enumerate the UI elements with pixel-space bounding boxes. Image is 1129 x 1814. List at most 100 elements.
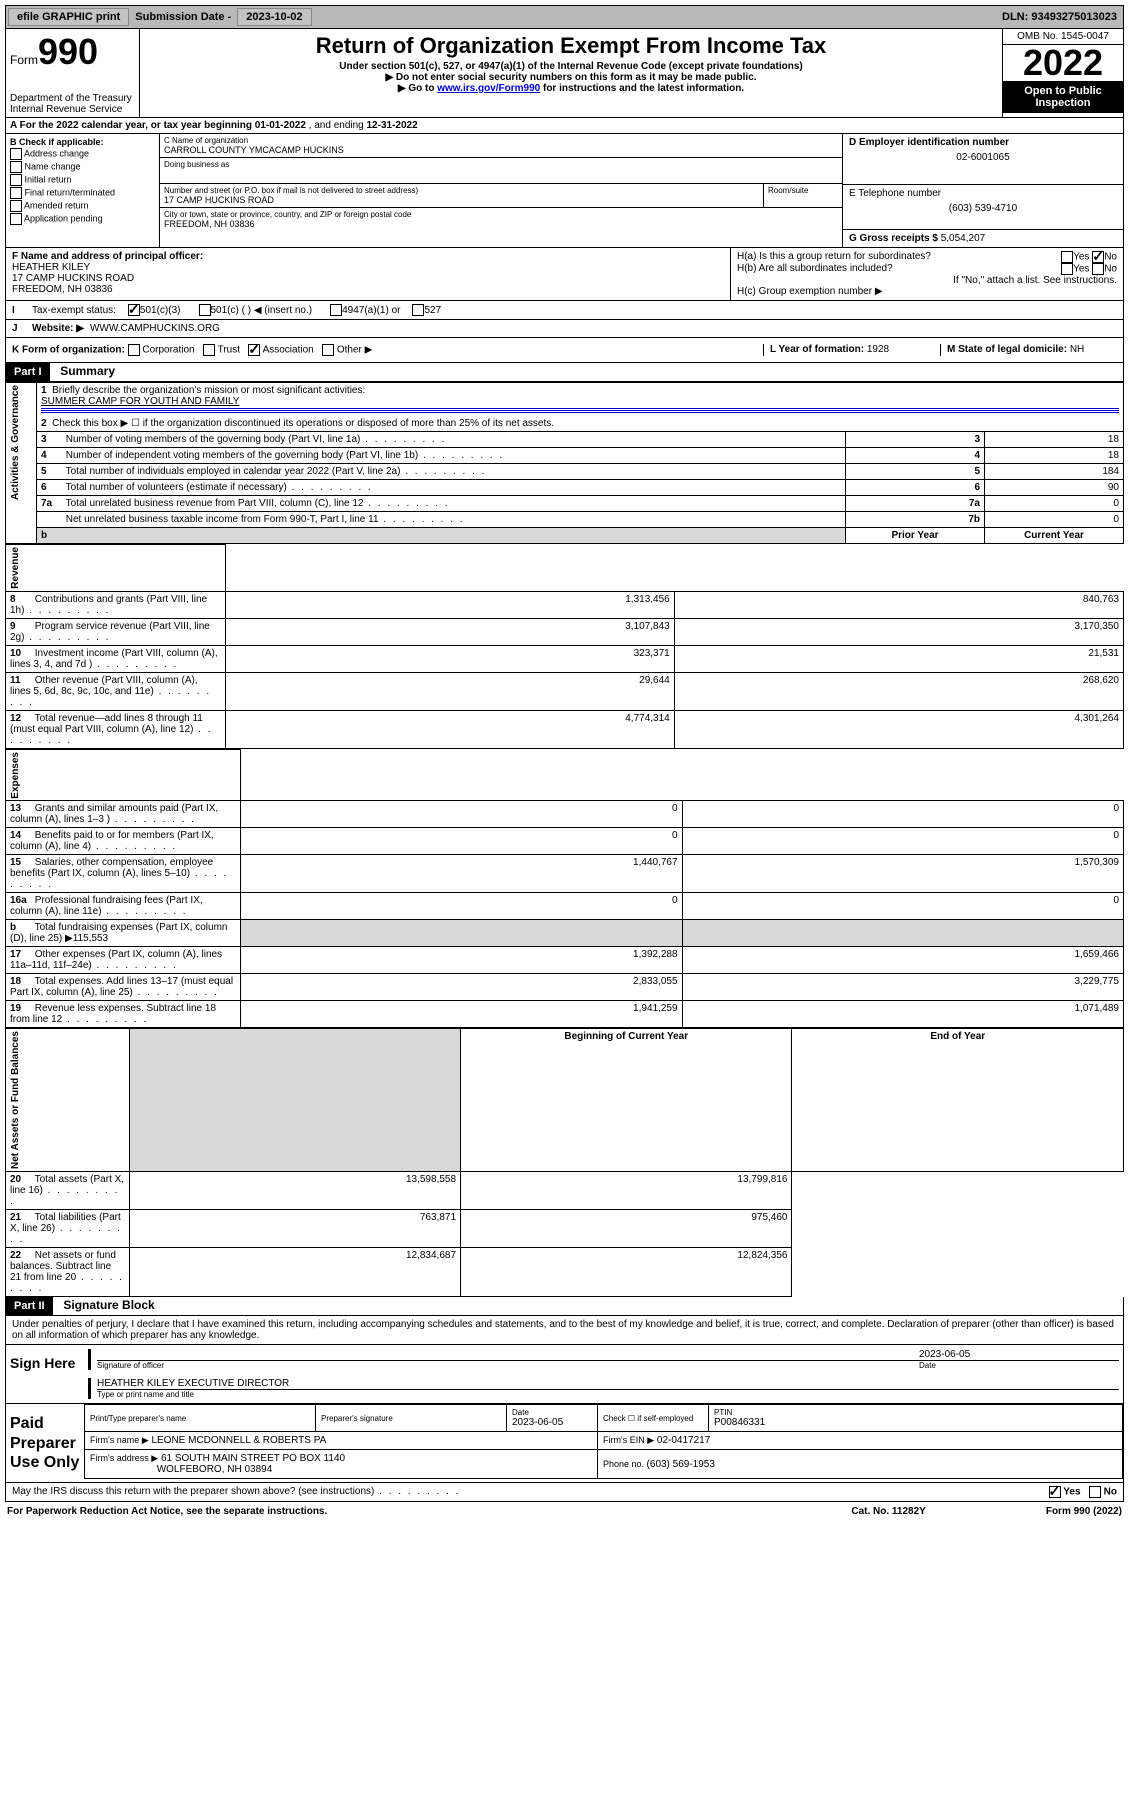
gov-line-3: 3 Number of voting members of the govern… — [6, 432, 1124, 448]
discuss-yes: Yes — [1063, 1487, 1080, 1498]
header-right: OMB No. 1545-0047 2022 Open to Public In… — [1002, 29, 1123, 117]
prep-date: 2023-06-05 — [512, 1417, 563, 1428]
footer-right: Form 990 (2022) — [1046, 1506, 1122, 1517]
i-501c: 501(c) ( ) ◀ (insert no.) — [211, 305, 313, 316]
col-c: C Name of organization CARROLL COUNTY YM… — [160, 134, 842, 247]
i-4947-check[interactable] — [330, 304, 342, 316]
sub3-pre: ▶ Go to — [398, 83, 437, 94]
prep-phone-label: Phone no. — [603, 1459, 647, 1469]
form-number: Form990 — [10, 31, 135, 73]
b-name-change[interactable]: Name change — [10, 161, 155, 173]
ha-label: H(a) Is this a group return for subordin… — [737, 251, 931, 263]
header-left: Form990 Department of the Treasury Inter… — [6, 29, 140, 117]
k-trust-check[interactable] — [203, 344, 215, 356]
firm-addr1: 61 SOUTH MAIN STREET PO BOX 1140 — [161, 1453, 345, 1464]
i-527: 527 — [424, 305, 441, 316]
revenue-table: Revenue 8 Contributions and grants (Part… — [5, 544, 1124, 749]
form-title: Return of Organization Exempt From Incom… — [146, 33, 996, 59]
prep-phone: (603) 569-1953 — [647, 1459, 715, 1470]
net-label: Net Assets or Fund Balances — [10, 1031, 21, 1169]
firm-addr2: WOLFEBORO, NH 03894 — [157, 1464, 273, 1475]
g-label: G Gross receipts $ — [849, 233, 941, 244]
b-item-5: Application pending — [24, 213, 103, 223]
discuss-answer: Yes No — [1049, 1486, 1118, 1498]
b-item-2: Initial return — [25, 174, 72, 184]
topbar: efile GRAPHIC print Submission Date - 20… — [5, 5, 1124, 29]
ptin-value: P00846331 — [714, 1417, 765, 1428]
i-527-check[interactable] — [412, 304, 424, 316]
vlabel-net: Net Assets or Fund Balances — [6, 1029, 130, 1172]
prep-sig-label: Preparer's signature — [321, 1414, 501, 1423]
exp-line-14: 14 Benefits paid to or for members (Part… — [6, 828, 1124, 855]
ha-yes: Yes — [1073, 252, 1089, 263]
e-label: E Telephone number — [849, 188, 941, 199]
part2-title: Signature Block — [55, 1298, 154, 1312]
gov-line-5: 5 Total number of individuals employed i… — [6, 464, 1124, 480]
hb-note: If "No," attach a list. See instructions… — [737, 275, 1117, 286]
phone-value: (603) 539-4710 — [849, 199, 1117, 214]
check-self: Check ☐ if self-employed — [598, 1405, 709, 1432]
gov-line-7a: 7a Total unrelated business revenue from… — [6, 496, 1124, 512]
k-corp: Corporation — [142, 345, 194, 356]
footer-mid: Cat. No. 11282Y — [851, 1506, 925, 1517]
discuss-yes-check[interactable] — [1049, 1486, 1061, 1498]
ha-answer: Yes No — [1061, 251, 1117, 263]
part2-header-row: Part II Signature Block — [5, 1297, 1124, 1316]
efile-btn[interactable]: efile GRAPHIC print — [8, 8, 129, 26]
row-fh: F Name and address of principal officer:… — [5, 248, 1124, 301]
sign-here-block: Sign Here 2023-06-05 Signature of office… — [5, 1345, 1124, 1404]
boy-header: Beginning of Current Year — [564, 1031, 688, 1042]
k-assoc-check[interactable] — [248, 344, 260, 356]
subtitle-1: Under section 501(c), 527, or 4947(a)(1)… — [146, 61, 996, 72]
declaration: Under penalties of perjury, I declare th… — [5, 1316, 1124, 1345]
a-mid: , and ending — [309, 120, 367, 131]
sig-officer-label: Signature of officer — [97, 1361, 913, 1370]
exp-line-17: 17 Other expenses (Part IX, column (A), … — [6, 947, 1124, 974]
b-initial-return[interactable]: Initial return — [10, 174, 155, 186]
sig-line[interactable] — [97, 1349, 913, 1361]
d-label: D Employer identification number — [849, 137, 1009, 148]
prep-date-label: Date — [512, 1408, 592, 1417]
org-name: CARROLL COUNTY YMCACAMP HUCKINS — [164, 145, 838, 155]
net-line-22: 22 Net assets or fund balances. Subtract… — [6, 1248, 1124, 1297]
b-app-pending[interactable]: Application pending — [10, 213, 155, 225]
irs-label: Internal Revenue Service — [10, 104, 135, 115]
submission-label-text: Submission Date - — [135, 11, 231, 23]
preparer-table: Print/Type preparer's name Preparer's si… — [84, 1404, 1123, 1479]
type-name-label: Type or print name and title — [97, 1390, 1119, 1399]
b-item-1: Name change — [25, 161, 81, 171]
sub3-post: for instructions and the latest informat… — [540, 83, 744, 94]
row-bcd: B Check if applicable: Address change Na… — [5, 134, 1124, 248]
i-label: Tax-exempt status: — [32, 305, 116, 316]
part1-header: Part I — [6, 363, 50, 381]
k-other: Other ▶ — [337, 345, 372, 356]
form-label: Form — [10, 53, 38, 67]
b-final-return[interactable]: Final return/terminated — [10, 187, 155, 199]
exp-line-18: 18 Total expenses. Add lines 13–17 (must… — [6, 974, 1124, 1001]
k-other-check[interactable] — [322, 344, 334, 356]
open-public: Open to Public Inspection — [1003, 81, 1123, 113]
paid-label: Paid Preparer Use Only — [6, 1404, 84, 1482]
discuss-no-check[interactable] — [1089, 1486, 1101, 1498]
b-label: B Check if applicable: — [10, 137, 104, 147]
net-line-21: 21 Total liabilities (Part X, line 26)76… — [6, 1210, 1124, 1248]
i-501c-check[interactable] — [199, 304, 211, 316]
i-501c3-check[interactable] — [128, 304, 140, 316]
discuss-no: No — [1104, 1487, 1117, 1498]
room-label: Room/suite — [768, 186, 838, 195]
i-501c3: 501(c)(3) — [140, 305, 181, 316]
officer-city: FREEDOM, NH 03836 — [12, 284, 113, 295]
b-item-0: Address change — [24, 148, 89, 158]
b-amended[interactable]: Amended return — [10, 200, 155, 212]
rev-line-8: 8 Contributions and grants (Part VIII, l… — [6, 591, 1124, 618]
col-deg: D Employer identification number 02-6001… — [842, 134, 1123, 247]
net-table: Net Assets or Fund Balances Beginning of… — [5, 1028, 1124, 1297]
website-value[interactable]: WWW.CAMPHUCKINS.ORG — [90, 323, 220, 334]
k-assoc: Association — [263, 345, 314, 356]
b-address-change[interactable]: Address change — [10, 148, 155, 160]
k-corp-check[interactable] — [128, 344, 140, 356]
irs-link[interactable]: www.irs.gov/Form990 — [437, 83, 540, 94]
gov-line-4: 4 Number of independent voting members o… — [6, 448, 1124, 464]
rev-line-12: 12 Total revenue—add lines 8 through 11 … — [6, 710, 1124, 748]
part1-header-row: Part I Summary — [5, 363, 1124, 382]
